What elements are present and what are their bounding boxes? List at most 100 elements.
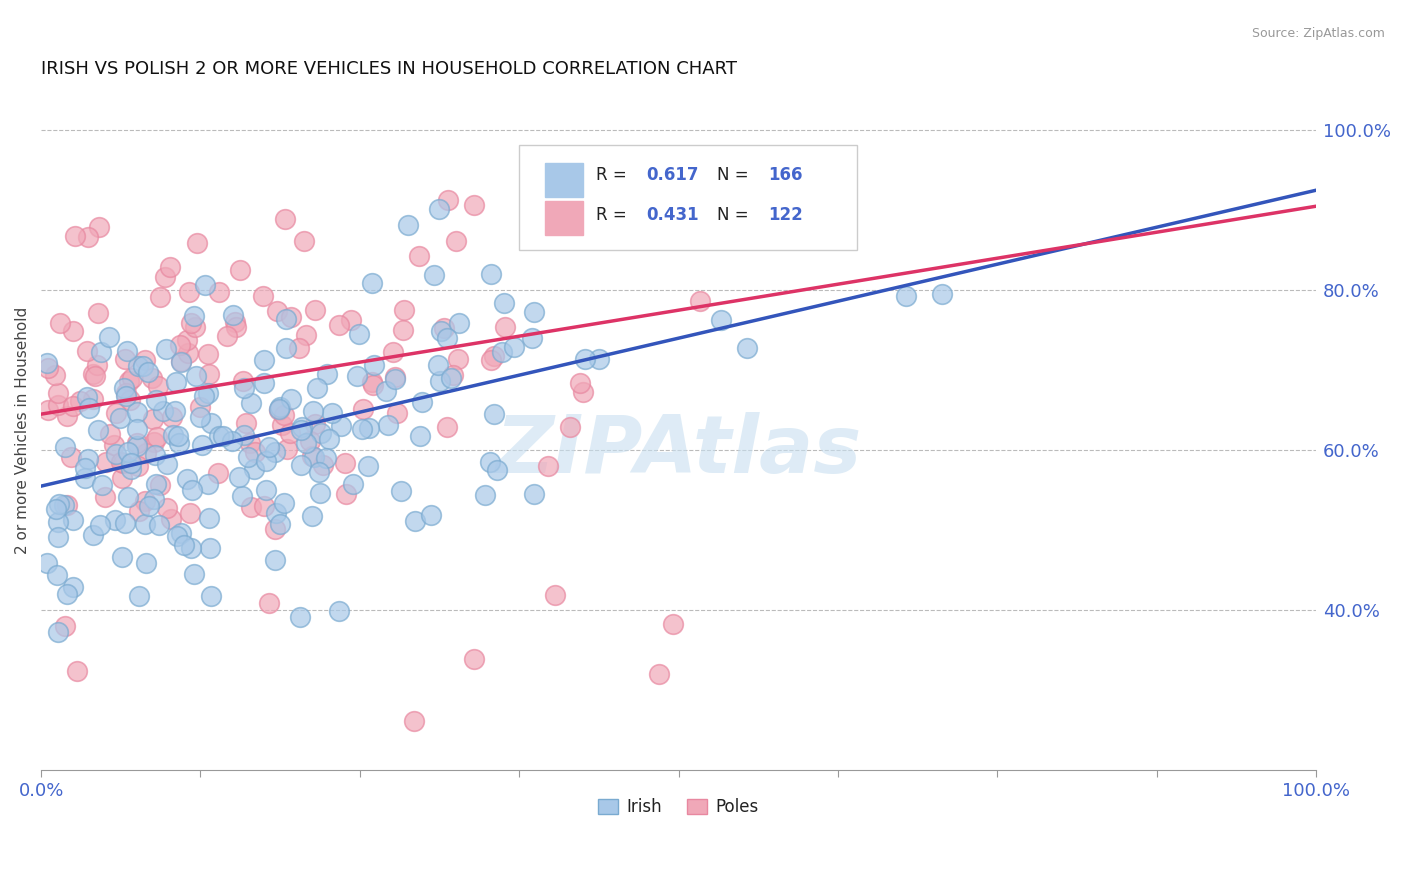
Point [179, 506, 201, 520]
Point [254, 453, 277, 467]
Point [588, 352, 610, 367]
Point [411, 394, 433, 409]
Point [77, 401, 100, 415]
Point [482, 349, 505, 363]
Point [228, 263, 250, 277]
Point [173, 538, 195, 552]
Point [143, 491, 166, 506]
Point [307, 381, 329, 395]
Text: R =: R = [596, 206, 631, 224]
Point [128, 504, 150, 518]
Point [231, 489, 253, 503]
Point [46, 386, 69, 401]
Point [737, 341, 759, 355]
Point [404, 514, 426, 528]
Point [159, 260, 181, 274]
Point [276, 442, 298, 456]
Point [396, 218, 419, 232]
Point [894, 289, 917, 303]
Point [135, 556, 157, 570]
Point [48, 497, 70, 511]
Point [145, 393, 167, 408]
Point [177, 285, 200, 299]
Text: IRISH VS POLISH 2 OR MORE VEHICLES IN HOUSEHOLD CORRELATION CHART: IRISH VS POLISH 2 OR MORE VEHICLES IN HO… [41, 60, 737, 78]
Point [269, 401, 291, 416]
Point [485, 463, 508, 477]
Point [274, 312, 297, 326]
Point [318, 432, 340, 446]
Point [114, 516, 136, 530]
Point [111, 471, 134, 485]
Point [342, 477, 364, 491]
Point [165, 403, 187, 417]
Point [357, 458, 380, 473]
Point [491, 345, 513, 359]
Point [235, 417, 257, 431]
Point [180, 483, 202, 498]
Point [321, 406, 343, 420]
Point [290, 423, 312, 437]
Point [176, 472, 198, 486]
Point [271, 417, 294, 432]
Point [86, 358, 108, 372]
Point [440, 370, 463, 384]
Point [426, 358, 449, 372]
Point [117, 490, 139, 504]
Point [103, 438, 125, 452]
Text: N =: N = [717, 206, 754, 224]
Point [155, 342, 177, 356]
Point [233, 428, 256, 442]
Point [267, 403, 290, 417]
Point [169, 338, 191, 352]
Point [278, 426, 301, 441]
Point [183, 309, 205, 323]
Point [301, 449, 323, 463]
Point [569, 376, 592, 390]
Point [433, 321, 456, 335]
Point [153, 270, 176, 285]
Point [132, 359, 155, 373]
Point [152, 403, 174, 417]
Point [149, 478, 172, 492]
Point [208, 428, 231, 442]
Point [87, 306, 110, 320]
Point [537, 459, 560, 474]
Point [142, 435, 165, 450]
Point [463, 198, 485, 212]
Point [266, 304, 288, 318]
Point [292, 235, 315, 249]
Point [648, 666, 671, 681]
Point [301, 509, 323, 524]
Point [114, 351, 136, 366]
Point [200, 589, 222, 603]
Point [120, 392, 142, 407]
Point [384, 372, 406, 386]
Point [253, 499, 276, 513]
Point [46, 529, 69, 543]
Point [77, 230, 100, 244]
Point [228, 470, 250, 484]
Point [183, 319, 205, 334]
Point [146, 430, 169, 444]
Point [89, 345, 111, 359]
Point [463, 652, 485, 666]
Bar [544, 163, 583, 197]
Point [37, 356, 59, 370]
Point [430, 324, 453, 338]
Point [170, 355, 193, 369]
Point [749, 228, 772, 243]
Point [111, 456, 134, 470]
Point [127, 439, 149, 453]
Point [62, 400, 84, 414]
Point [145, 477, 167, 491]
Point [111, 549, 134, 564]
Point [127, 436, 149, 450]
Point [280, 392, 302, 407]
Point [162, 428, 184, 442]
Point [302, 450, 325, 465]
Point [264, 522, 287, 536]
Point [98, 330, 121, 344]
Point [443, 368, 465, 383]
Point [45, 502, 67, 516]
Point [194, 277, 217, 292]
